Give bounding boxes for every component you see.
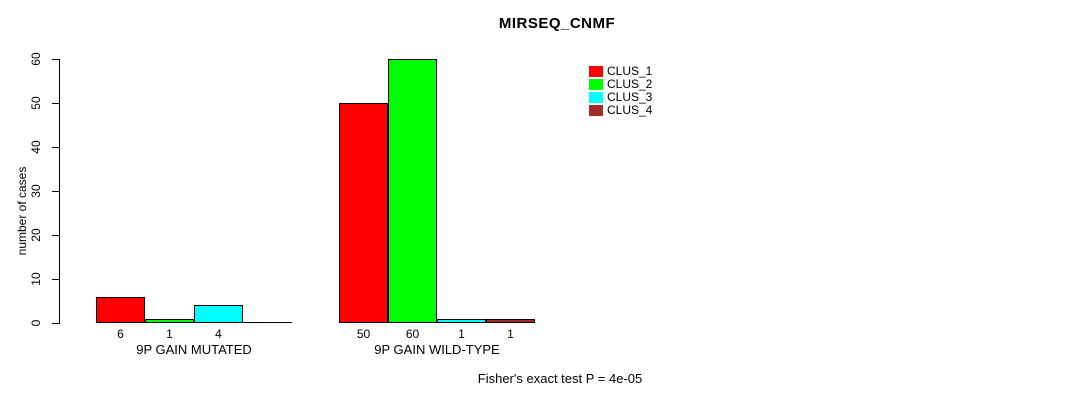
y-tick-30 <box>52 191 59 192</box>
legend-label-clus-3: CLUS_3 <box>607 90 653 104</box>
y-tick-label-30: 30 <box>29 184 43 198</box>
y-tick-label-50: 50 <box>29 96 43 110</box>
y-axis-label: number of cases <box>15 166 29 256</box>
legend-swatch-clus-4 <box>589 105 603 116</box>
y-tick-40 <box>52 147 59 148</box>
legend-entry-clus-2: CLUS_2 <box>589 78 652 91</box>
y-tick-label-0: 0 <box>29 319 43 327</box>
bar-value-label-clus_2-group1: 1 <box>166 327 173 341</box>
y-tick-20 <box>52 235 59 236</box>
bar-clus_1-group2 <box>339 103 388 323</box>
legend-swatch-clus-1 <box>589 66 603 77</box>
bar-value-label-clus_3-group2: 1 <box>458 327 465 341</box>
bar-clus_3-group1 <box>194 305 243 323</box>
legend-label-clus-1: CLUS_1 <box>607 64 653 78</box>
bar-clus_2-group1 <box>145 319 194 323</box>
fisher-test-caption: Fisher's exact test P = 4e-05 <box>477 371 643 386</box>
y-tick-label-40: 40 <box>29 140 43 154</box>
legend-swatch-clus-2 <box>589 79 603 90</box>
y-tick-label-10: 10 <box>29 272 43 286</box>
y-axis-line <box>59 59 60 324</box>
bar-clus_1-group1 <box>96 297 145 323</box>
y-tick-50 <box>52 103 59 104</box>
bar-clus_4-group1 <box>243 322 292 323</box>
y-tick-0 <box>52 323 59 324</box>
bar-value-label-clus_1-group1: 6 <box>117 327 124 341</box>
x-category-label-wild-type: 9P GAIN WILD-TYPE <box>374 342 500 357</box>
y-tick-60 <box>52 59 59 60</box>
y-tick-label-60: 60 <box>29 52 43 66</box>
y-tick-10 <box>52 279 59 280</box>
legend-entry-clus-1: CLUS_1 <box>589 65 652 78</box>
x-category-label-mutated: 9P GAIN MUTATED <box>136 342 252 357</box>
bar-clus_2-group2 <box>388 59 437 323</box>
chart-title: MIRSEQ_CNMF <box>498 15 616 32</box>
bar-value-label-clus_2-group2: 60 <box>405 327 420 341</box>
bar-value-label-clus_1-group2: 50 <box>356 327 371 341</box>
bar-clus_4-group2 <box>486 319 535 323</box>
bar-value-label-clus_4-group2: 1 <box>507 327 514 341</box>
y-tick-label-20: 20 <box>29 228 43 242</box>
legend-label-clus-2: CLUS_2 <box>607 77 653 91</box>
legend-swatch-clus-3 <box>589 92 603 103</box>
legend: CLUS_1 CLUS_2 CLUS_3 CLUS_4 <box>589 65 652 117</box>
bar-clus_3-group2 <box>437 319 486 323</box>
legend-entry-clus-3: CLUS_3 <box>589 91 652 104</box>
bar-value-label-clus_3-group1: 4 <box>215 327 222 341</box>
legend-entry-clus-4: CLUS_4 <box>589 104 652 117</box>
legend-label-clus-4: CLUS_4 <box>607 103 653 117</box>
